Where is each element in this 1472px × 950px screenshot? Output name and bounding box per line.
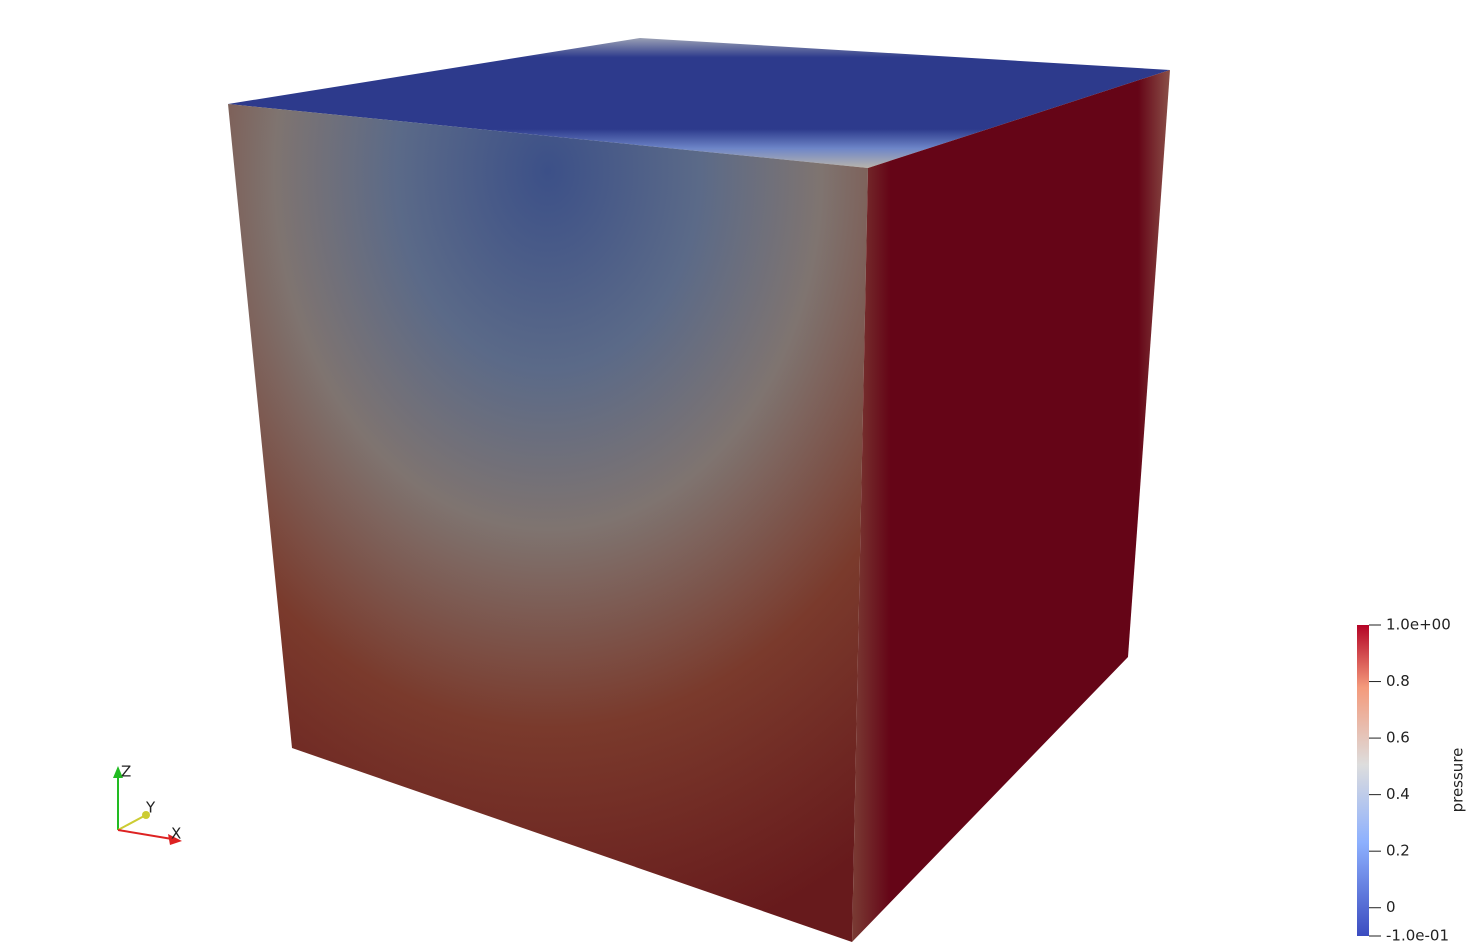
y-label: Y [145, 799, 156, 817]
x-axis [117, 829, 179, 841]
cube-front-face [228, 104, 868, 942]
orientation-axes: Z Y X [113, 763, 182, 845]
color-bar-tick-label: 0.8 [1386, 672, 1410, 690]
x-arrow [168, 834, 182, 845]
y-axis [117, 814, 147, 831]
color-bar-tick-label: 0.6 [1386, 729, 1410, 747]
y-arrow [142, 811, 150, 819]
z-arrow [113, 766, 123, 778]
cube-right-face [852, 70, 1170, 942]
cube-top-face [228, 38, 1170, 168]
color-bar-tick-label: -1.0e-01 [1386, 927, 1449, 945]
color-bar-tick-label: 0.4 [1386, 785, 1410, 803]
color-bar-tick-label: 1.0e+00 [1386, 616, 1451, 634]
x-label: X [171, 825, 181, 843]
z-label: Z [121, 763, 131, 781]
color-bar-tick-label: 0.2 [1386, 842, 1410, 860]
color-bar-title: pressure [1449, 748, 1467, 813]
color-bar [1357, 625, 1369, 936]
color-bar-tick-label: 0 [1386, 898, 1396, 916]
